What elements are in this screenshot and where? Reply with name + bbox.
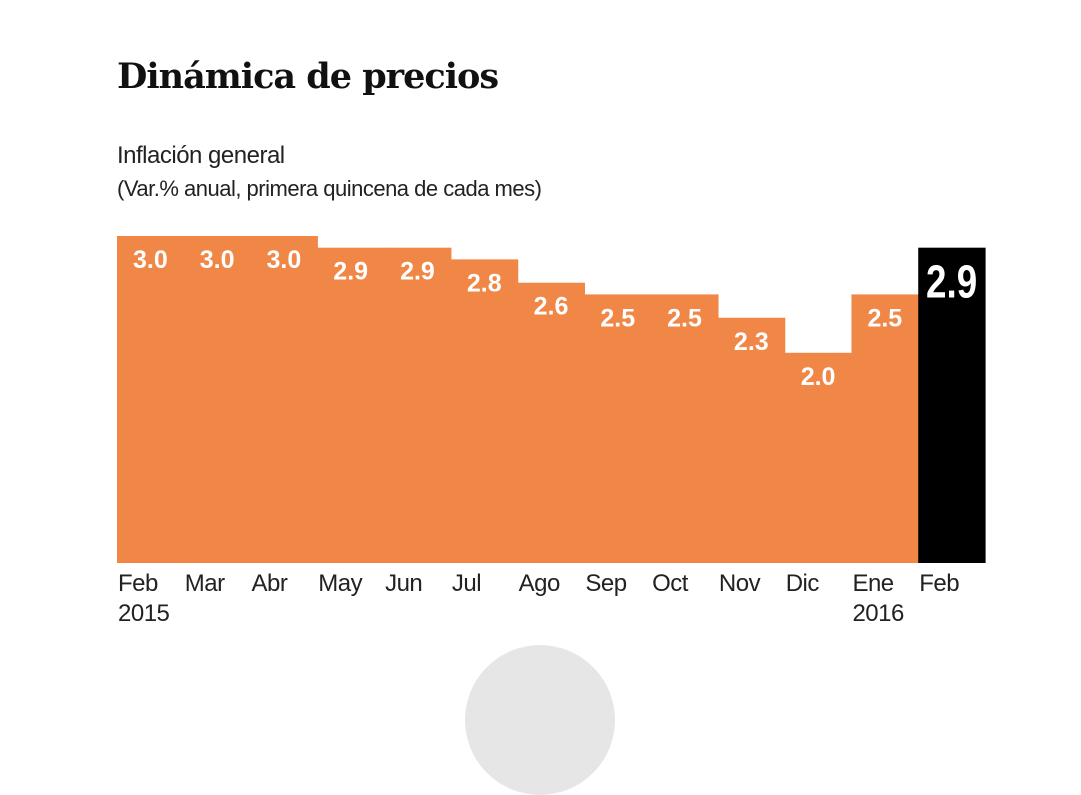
bar	[517, 282, 585, 563]
bar	[717, 317, 786, 563]
x-tick-label: Jun	[385, 570, 422, 597]
data-label: 2.8	[467, 269, 502, 297]
data-label: 2.5	[600, 304, 635, 332]
x-tick-label: Ago	[519, 570, 560, 597]
bar	[450, 259, 519, 563]
bar	[851, 294, 919, 563]
bar	[317, 247, 385, 563]
decorative-circle	[465, 645, 615, 795]
chart-subtitle: Inflación general	[117, 142, 285, 169]
bar	[784, 352, 853, 563]
x-tick-label: 2015	[118, 600, 170, 627]
data-label: 2.9	[333, 258, 368, 286]
bar	[250, 236, 318, 563]
chart-note: (Var.% anual, primera quincena de cada m…	[117, 176, 542, 201]
data-label: 2.9	[926, 256, 977, 308]
data-label: 2.3	[734, 328, 769, 356]
bar	[651, 294, 719, 563]
x-tick-label: Abr	[252, 570, 288, 597]
bar	[384, 247, 452, 563]
x-tick-label: 2016	[852, 600, 904, 627]
data-label: 2.6	[534, 293, 569, 321]
bar	[117, 236, 185, 563]
data-label: 3.0	[267, 246, 302, 274]
data-label: 2.5	[667, 304, 702, 332]
data-label: 2.0	[801, 363, 836, 391]
x-tick-label: Feb	[919, 570, 959, 597]
bar	[183, 236, 252, 563]
data-label: 3.0	[133, 246, 168, 274]
x-tick-label: Dic	[786, 570, 820, 597]
bar	[918, 247, 986, 563]
chart-title: Dinámica de precios	[117, 56, 499, 97]
bar-chart: 3.0 Feb 2015 3.0 Mar 3.0 Abr 2.9 May 2.9 Jun 2.8 Jul…	[117, 236, 986, 627]
x-tick-label: Mar	[185, 570, 225, 597]
data-label: 3.0	[200, 246, 235, 274]
data-label: 2.5	[867, 304, 902, 332]
x-tick-label: Feb	[118, 570, 158, 597]
data-label: 2.9	[400, 258, 435, 286]
x-tick-label: May	[318, 570, 362, 597]
x-tick-label: Oct	[652, 570, 689, 597]
bar	[584, 294, 652, 563]
x-tick-label: Ene	[852, 570, 893, 597]
x-tick-label: Nov	[719, 570, 761, 597]
x-tick-label: Jul	[452, 570, 481, 597]
x-tick-label: Sep	[585, 570, 626, 597]
